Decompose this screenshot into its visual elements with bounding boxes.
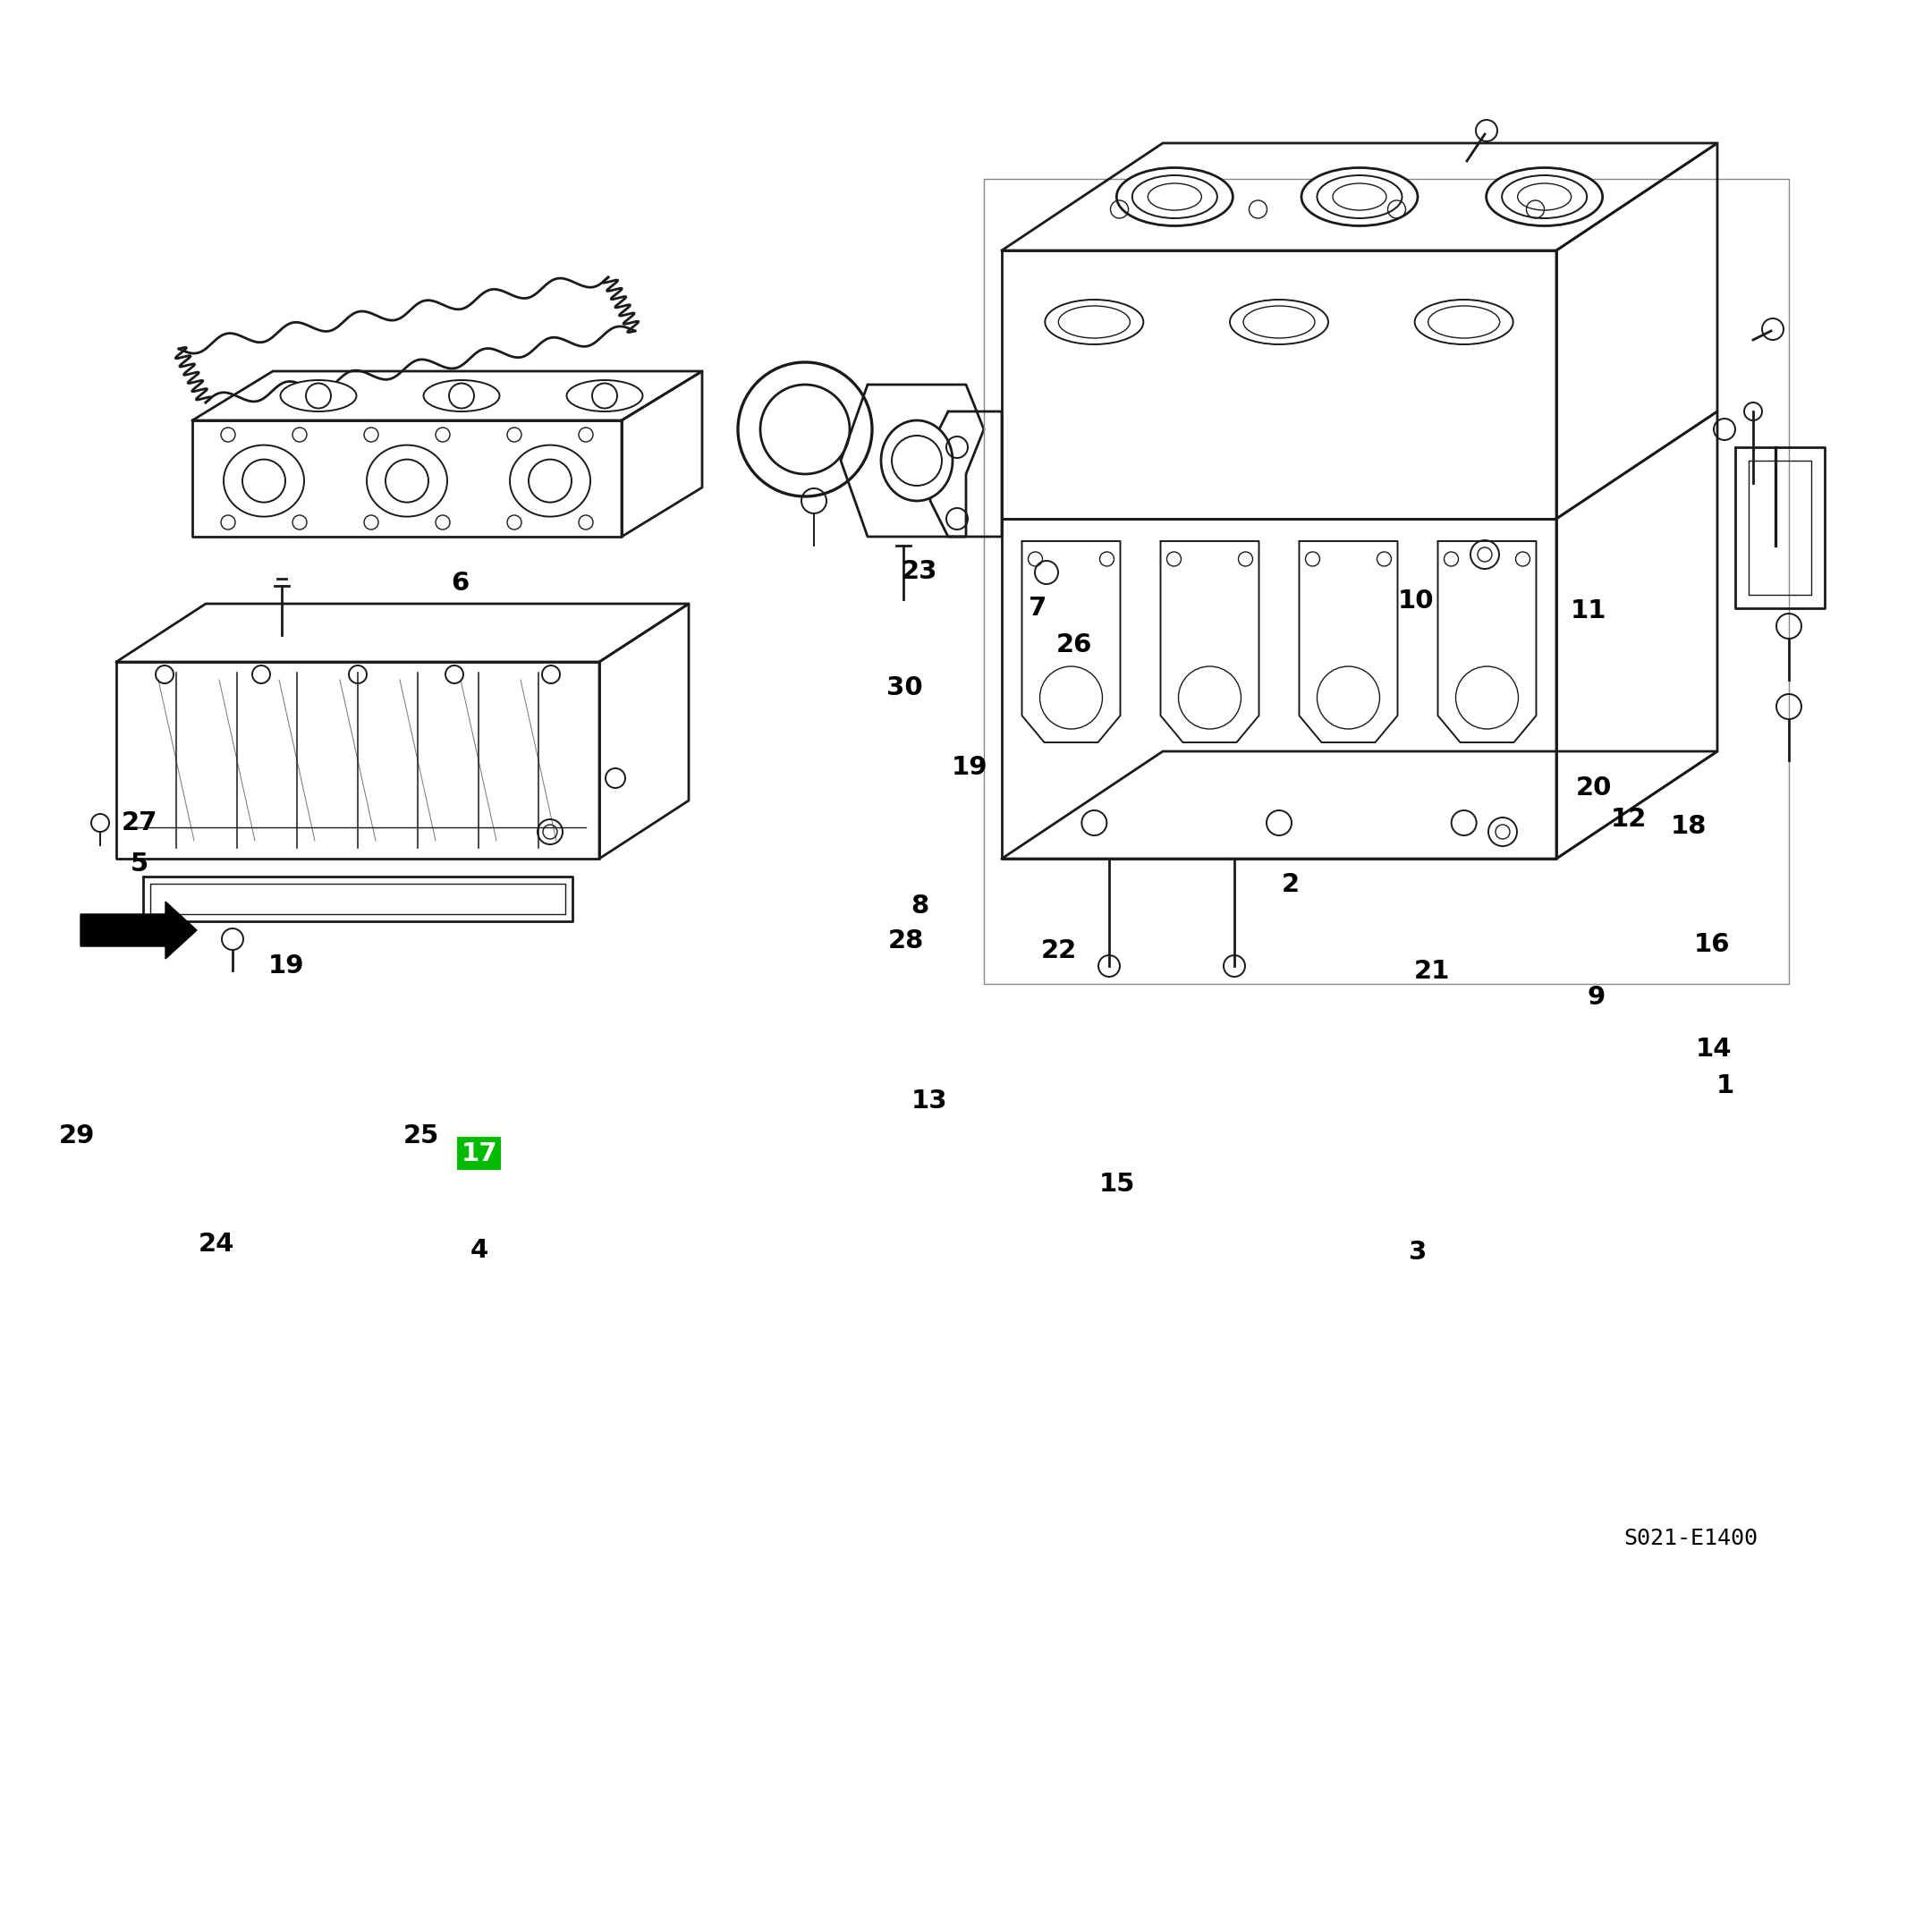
Text: S021-E1400: S021-E1400 (1623, 1528, 1758, 1549)
Ellipse shape (510, 444, 591, 516)
Text: 11: 11 (1571, 599, 1605, 622)
Ellipse shape (1132, 176, 1217, 218)
Text: 30: 30 (887, 676, 922, 699)
Text: 5: 5 (129, 852, 149, 875)
Text: 20: 20 (1577, 777, 1611, 800)
Ellipse shape (1039, 667, 1103, 728)
Text: 28: 28 (889, 929, 923, 952)
Circle shape (893, 435, 943, 485)
Text: 19: 19 (269, 954, 303, 978)
Ellipse shape (1179, 667, 1240, 728)
Text: 9: 9 (1586, 985, 1605, 1009)
Text: 26: 26 (1057, 634, 1092, 657)
Text: 1: 1 (1716, 1074, 1735, 1097)
Text: 24: 24 (199, 1233, 234, 1256)
Text: 27: 27 (122, 811, 156, 835)
Circle shape (386, 460, 429, 502)
Text: 29: 29 (60, 1124, 95, 1148)
Text: 6: 6 (450, 572, 469, 595)
Text: 12: 12 (1611, 808, 1646, 831)
Text: 17: 17 (462, 1142, 497, 1165)
Text: 4: 4 (469, 1238, 489, 1262)
Ellipse shape (1302, 168, 1418, 226)
Ellipse shape (1486, 168, 1602, 226)
Circle shape (242, 460, 286, 502)
Text: 15: 15 (1099, 1173, 1134, 1196)
Circle shape (448, 383, 473, 408)
Circle shape (305, 383, 330, 408)
Ellipse shape (1117, 168, 1233, 226)
Polygon shape (81, 902, 197, 958)
Ellipse shape (881, 421, 952, 500)
Circle shape (529, 460, 572, 502)
Text: 22: 22 (1041, 939, 1076, 962)
Text: 16: 16 (1694, 933, 1729, 956)
Ellipse shape (1059, 305, 1130, 338)
Ellipse shape (1455, 667, 1519, 728)
Ellipse shape (1501, 176, 1586, 218)
Text: 8: 8 (910, 895, 929, 918)
Ellipse shape (280, 381, 355, 412)
Ellipse shape (1414, 299, 1513, 344)
Ellipse shape (1045, 299, 1144, 344)
Text: 25: 25 (404, 1124, 439, 1148)
Text: 23: 23 (902, 560, 937, 583)
Ellipse shape (224, 444, 303, 516)
Text: 2: 2 (1281, 873, 1300, 896)
Ellipse shape (1517, 184, 1571, 211)
Ellipse shape (1231, 299, 1329, 344)
Text: 10: 10 (1399, 589, 1434, 612)
Circle shape (591, 383, 616, 408)
Ellipse shape (367, 444, 446, 516)
Ellipse shape (1318, 176, 1403, 218)
Text: 13: 13 (912, 1090, 947, 1113)
Ellipse shape (1318, 667, 1379, 728)
Ellipse shape (1244, 305, 1316, 338)
Text: 7: 7 (1028, 597, 1047, 620)
Ellipse shape (1148, 184, 1202, 211)
Ellipse shape (1428, 305, 1499, 338)
Text: 18: 18 (1671, 815, 1706, 838)
Ellipse shape (1333, 184, 1387, 211)
Text: 14: 14 (1696, 1037, 1731, 1061)
Ellipse shape (423, 381, 500, 412)
Text: 19: 19 (952, 755, 987, 779)
Text: 21: 21 (1414, 960, 1449, 983)
Ellipse shape (566, 381, 643, 412)
Text: 3: 3 (1408, 1240, 1428, 1264)
